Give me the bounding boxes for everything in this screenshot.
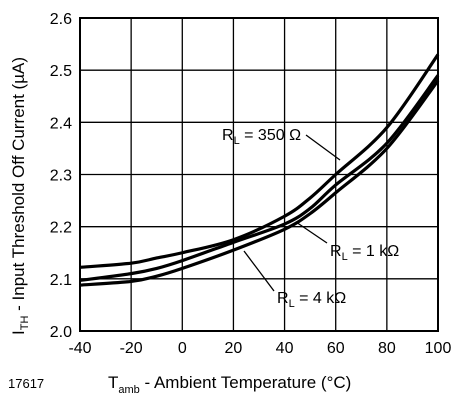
annotations: RL = 350 Ω RL = 1 kΩ RL = 4 kΩ xyxy=(222,127,399,310)
series-line-1 xyxy=(79,74,440,282)
y-tick-label: 2.0 xyxy=(50,324,72,341)
y-tick-label: 2.6 xyxy=(50,11,72,28)
annotation-rl-350: RL = 350 Ω xyxy=(222,127,301,147)
x-tick-label: 100 xyxy=(425,340,452,357)
y-tick-label: 2.2 xyxy=(50,220,72,237)
x-tick-label: 20 xyxy=(225,340,243,357)
y-tick-label: 2.4 xyxy=(50,115,72,132)
x-tick-label: 80 xyxy=(378,340,396,357)
tick-labels: -40 -20 0 20 40 60 80 100 2.0 2.1 2.2 2.3 2.4 2.5 2.6 xyxy=(50,11,452,357)
x-tick-label: -40 xyxy=(68,340,91,357)
annotation-rl-1k: RL = 1 kΩ xyxy=(330,243,399,263)
y-tick-label: 2.3 xyxy=(50,168,72,185)
x-tick-label: -20 xyxy=(120,340,143,357)
y-axis-title: ITH - Input Threshold Off Current (µA) xyxy=(9,57,31,335)
annotation-rl-4k: RL = 4 kΩ xyxy=(277,290,346,310)
x-axis-title: Tamb - Ambient Temperature (°C) xyxy=(108,373,351,396)
series-line-0 xyxy=(79,53,440,269)
plot-frame xyxy=(79,17,439,332)
x-tick-label: 60 xyxy=(327,340,345,357)
y-tick-label: 2.5 xyxy=(50,63,72,80)
series-line-2 xyxy=(79,79,440,287)
annotation-leader xyxy=(305,134,341,161)
x-tick-label: 40 xyxy=(276,340,294,357)
figure-id: 17617 xyxy=(8,376,44,391)
series-layer xyxy=(79,53,440,287)
y-tick-label: 2.1 xyxy=(50,272,72,289)
annotation-leader xyxy=(243,250,275,292)
grid xyxy=(80,18,438,331)
x-tick-label: 0 xyxy=(178,340,187,357)
annotation-leader xyxy=(295,221,328,244)
